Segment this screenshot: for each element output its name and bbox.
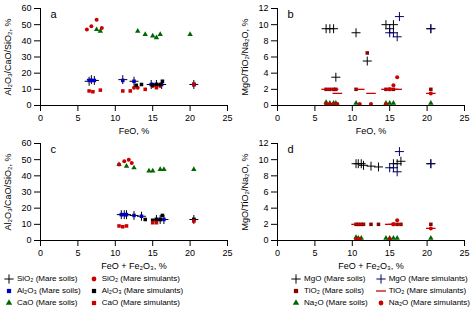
svg-text:60: 60	[21, 138, 31, 148]
svg-text:10: 10	[347, 248, 357, 258]
svg-text:Al₂O₃/CaO/SiO₂, %: Al₂O₃/CaO/SiO₂, %	[3, 153, 13, 230]
html-text:SiO₂ (Mare simulants): SiO₂ (Mare simulants)	[101, 274, 180, 283]
html-text:TiO₂ (Mare simulants): TiO₂ (Mare simulants)	[388, 286, 467, 295]
svg-text:5: 5	[75, 113, 80, 123]
svg-text:50: 50	[21, 20, 31, 30]
svg-text:FeO + Fe₂O₃, %: FeO + Fe₂O₃, %	[338, 261, 403, 271]
svg-text:0: 0	[275, 248, 280, 258]
svg-text:c: c	[51, 143, 57, 155]
svg-text:0: 0	[263, 235, 268, 245]
svg-text:25: 25	[459, 113, 469, 123]
svg-text:30: 30	[21, 52, 31, 62]
svg-text:a: a	[51, 8, 58, 20]
svg-text:12: 12	[258, 3, 268, 13]
svg-text:0: 0	[263, 100, 268, 110]
svg-text:0: 0	[26, 235, 31, 245]
svg-text:30: 30	[21, 187, 31, 197]
html-text:MgO (Mare soils): MgO (Mare soils)	[304, 274, 366, 283]
svg-text:4: 4	[263, 203, 268, 213]
svg-text:Al₂O₃/CaO/SiO₂, %: Al₂O₃/CaO/SiO₂, %	[3, 18, 13, 95]
svg-text:10: 10	[21, 84, 31, 94]
svg-text:50: 50	[21, 155, 31, 165]
svg-text:b: b	[288, 8, 294, 20]
svg-text:8: 8	[263, 36, 268, 46]
svg-text:2: 2	[263, 84, 268, 94]
svg-text:10: 10	[258, 20, 268, 30]
svg-text:0: 0	[275, 113, 280, 123]
svg-text:MgO/TiO₂/Na₂O, %: MgO/TiO₂/Na₂O, %	[240, 153, 250, 230]
svg-text:0: 0	[38, 248, 43, 258]
svg-text:5: 5	[312, 113, 317, 123]
html-text:Al₂O₃ (Mare soils): Al₂O₃ (Mare soils)	[17, 286, 81, 295]
svg-text:25: 25	[222, 248, 232, 258]
svg-text:15: 15	[148, 248, 158, 258]
svg-text:10: 10	[347, 113, 357, 123]
svg-text:12: 12	[258, 138, 268, 148]
svg-text:0: 0	[38, 113, 43, 123]
svg-text:5: 5	[312, 248, 317, 258]
svg-text:40: 40	[21, 171, 31, 181]
svg-text:20: 20	[422, 248, 432, 258]
svg-text:FeO, %: FeO, %	[356, 126, 387, 136]
svg-text:6: 6	[263, 187, 268, 197]
svg-text:25: 25	[222, 113, 232, 123]
html-text:Al₂O₃ (Mare simulants): Al₂O₃ (Mare simulants)	[101, 286, 184, 295]
svg-text:15: 15	[385, 113, 395, 123]
html-text:TiO₂ (Mare soils): TiO₂ (Mare soils)	[304, 286, 364, 295]
svg-text:MgO/TiO₂/Na₂O, %: MgO/TiO₂/Na₂O, %	[240, 18, 250, 95]
html-text:Na₂O (Mare soils): Na₂O (Mare soils)	[304, 298, 368, 307]
html-text:CaO (Mare soils): CaO (Mare soils)	[17, 298, 78, 307]
svg-text:5: 5	[75, 248, 80, 258]
svg-text:20: 20	[185, 248, 195, 258]
svg-text:4: 4	[263, 68, 268, 78]
svg-text:10: 10	[258, 155, 268, 165]
html-text:Na₂O (Mare simulants): Na₂O (Mare simulants)	[388, 298, 470, 307]
svg-text:20: 20	[21, 68, 31, 78]
svg-text:20: 20	[185, 113, 195, 123]
svg-text:20: 20	[21, 203, 31, 213]
svg-text:FeO, %: FeO, %	[119, 126, 150, 136]
svg-text:10: 10	[110, 113, 120, 123]
svg-text:FeO + Fe₂O₃, %: FeO + Fe₂O₃, %	[101, 261, 166, 271]
svg-text:8: 8	[263, 171, 268, 181]
html-text:CaO (Mare simulants): CaO (Mare simulants)	[101, 298, 180, 307]
svg-text:15: 15	[148, 113, 158, 123]
svg-text:25: 25	[459, 248, 469, 258]
svg-text:10: 10	[21, 219, 31, 229]
html-text:SiO₂ (Mare soils): SiO₂ (Mare soils)	[17, 274, 78, 283]
svg-text:d: d	[288, 143, 294, 155]
svg-text:6: 6	[263, 52, 268, 62]
svg-text:60: 60	[21, 3, 31, 13]
svg-text:2: 2	[263, 219, 268, 229]
svg-text:40: 40	[21, 36, 31, 46]
svg-text:10: 10	[110, 248, 120, 258]
svg-text:0: 0	[26, 100, 31, 110]
html-text:MgO (Mare simulants): MgO (Mare simulants)	[388, 274, 468, 283]
svg-text:15: 15	[385, 248, 395, 258]
svg-text:20: 20	[422, 113, 432, 123]
